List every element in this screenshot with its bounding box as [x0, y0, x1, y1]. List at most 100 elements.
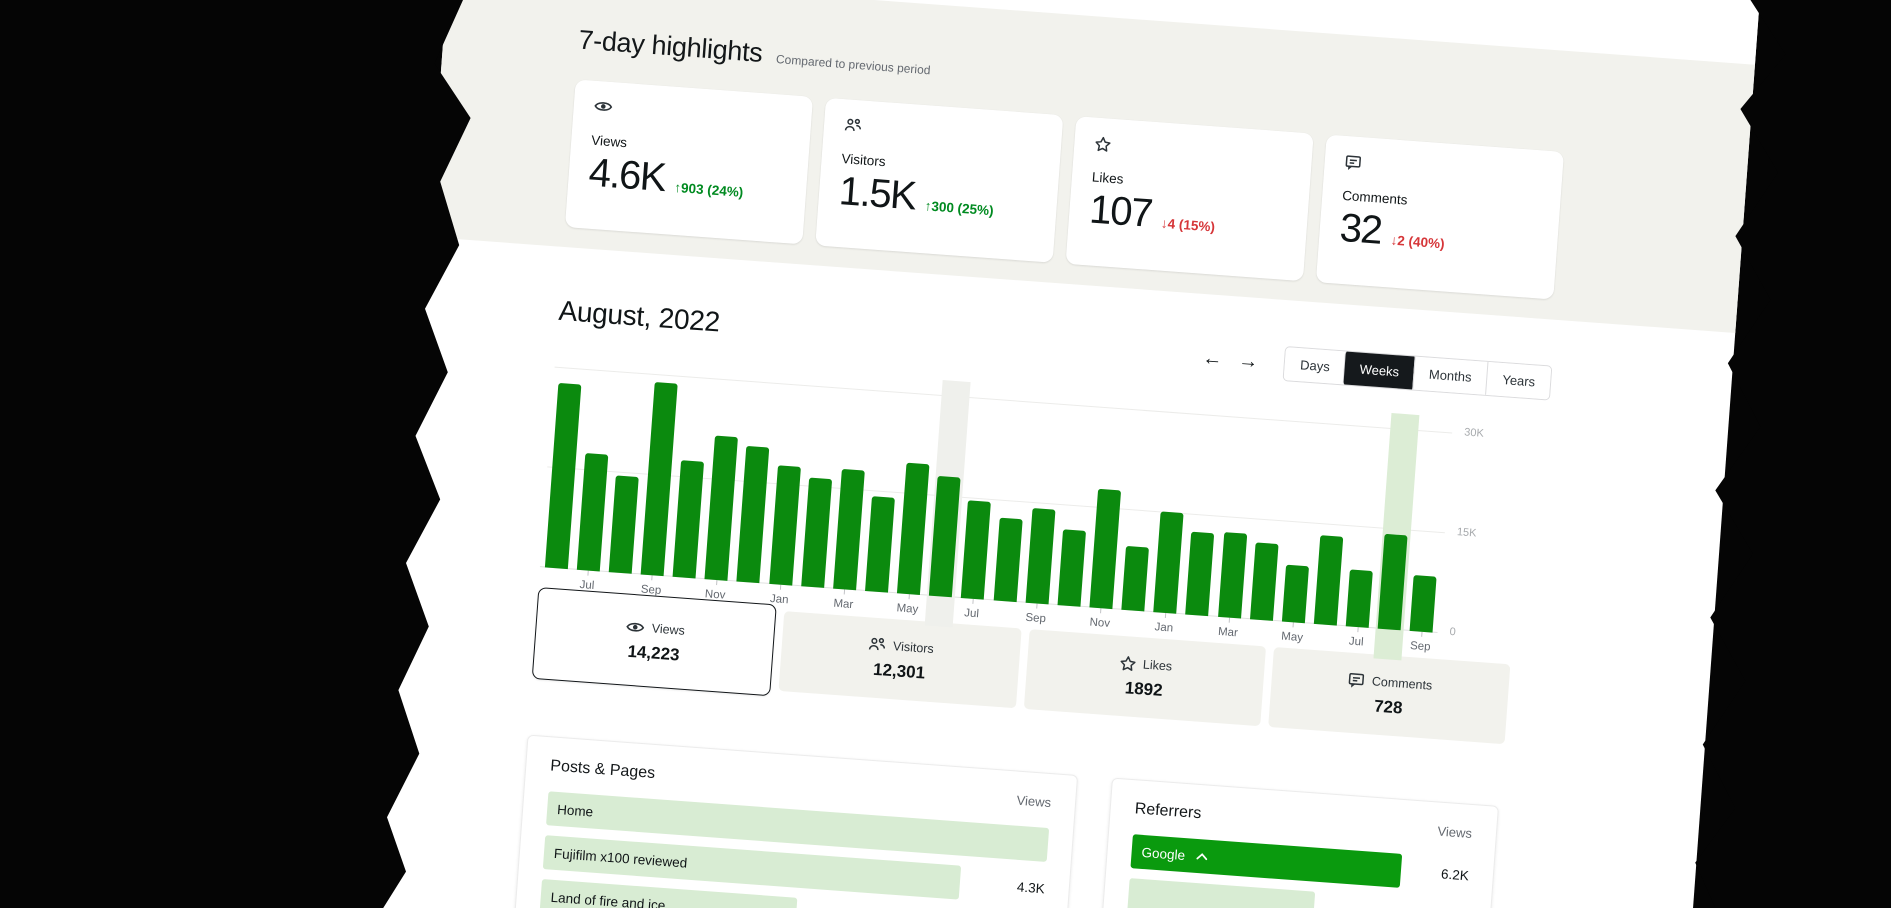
x-axis-label: Sep	[1409, 640, 1431, 654]
stats-main-section: August, 2022 ← → Days Weeks Months Years 30…	[377, 283, 1732, 908]
modules-row: Posts & Pages Views Home Fujifilm x100 re…	[511, 734, 1500, 908]
x-axis-label: Nov	[1089, 616, 1111, 630]
highlight-card-delta: ↑903 (24%)	[673, 179, 744, 200]
list-item-views: 4.3K	[1016, 879, 1046, 897]
bar-chart: 30K 15K 0 Jul Sep Nov Jan Mar May Jul Sep Nov Jan Mar…	[539, 358, 1513, 661]
x-axis-label: Jan	[769, 593, 789, 607]
posts-views-header: Views	[1016, 792, 1052, 811]
highlight-card-value: 107	[1087, 187, 1154, 236]
chart-bar[interactable]	[1409, 575, 1437, 633]
eye-icon	[593, 99, 792, 133]
x-axis-label: May	[896, 602, 919, 616]
posts-pages-title: Posts & Pages	[549, 757, 656, 783]
prev-period-arrow-icon[interactable]: ←	[1201, 346, 1224, 370]
highlight-card-views[interactable]: Views 4.6K ↑903 (24%)	[564, 79, 814, 245]
chart-plot-area: 30K 15K 0 Jul Sep Nov Jan Mar May Jul Sep Nov Jan Mar…	[539, 358, 1484, 661]
summary-tabs: Views 14,223 Visitors 12,301 Likes 1892 Commen…	[531, 587, 1511, 750]
summary-tab-visitors[interactable]: Visitors 12,301	[778, 611, 1022, 709]
x-axis-label: Jan	[1154, 621, 1174, 635]
highlight-card-value-row: 107 ↓4 (15%)	[1087, 187, 1289, 244]
summary-tab-value: 1892	[1124, 677, 1164, 700]
people-icon	[868, 636, 887, 653]
period-heading: August, 2022	[557, 294, 721, 338]
summary-tab-label-row: Views	[625, 618, 685, 638]
chart-bar[interactable]	[1281, 564, 1309, 624]
summary-tab-label-row: Visitors	[868, 636, 935, 657]
comment-icon	[1344, 154, 1543, 188]
x-axis-label: Sep	[640, 583, 662, 597]
highlights-section: 7-day highlights Compared to previous pe…	[428, 0, 1755, 333]
x-axis-label: Mar	[1217, 625, 1239, 640]
list-item-bar: Google	[1130, 834, 1403, 888]
granularity-switcher: Days Weeks Months Years	[1282, 346, 1553, 401]
list-item-label: Google	[1141, 844, 1186, 863]
summary-tab-label: Visitors	[892, 638, 935, 656]
stats-page: 7-day highlights Compared to previous pe…	[352, 0, 1762, 908]
list-item-bar	[1127, 878, 1316, 908]
people-icon	[843, 117, 1042, 151]
referrers-panel: Referrers Views Google 6.2K	[1096, 777, 1499, 908]
y-axis-label: 0	[1449, 625, 1457, 639]
chart-bar[interactable]	[1121, 545, 1150, 612]
next-period-arrow-icon[interactable]: →	[1237, 349, 1260, 373]
granularity-months[interactable]: Months	[1411, 356, 1488, 395]
granularity-weeks[interactable]: Weeks	[1342, 350, 1416, 391]
eye-icon	[625, 618, 645, 635]
x-axis-label: May	[1280, 630, 1304, 645]
posts-pages-rows: Home Fujifilm x100 reviewed 4.3K Land of fi…	[539, 791, 1050, 908]
summary-tab-views[interactable]: Views 14,223	[531, 587, 778, 697]
x-axis-label: Jul	[579, 579, 595, 593]
y-axis-label: 30K	[1463, 426, 1485, 440]
highlight-card-value: 32	[1338, 205, 1383, 253]
star-icon	[1094, 136, 1293, 170]
highlights-cards: Views 4.6K ↑903 (24%) Visitors 1.5K ↑300 (25%…	[564, 79, 1748, 313]
list-item-views: 6.2K	[1440, 866, 1470, 884]
x-axis-label: Sep	[1024, 611, 1047, 626]
list-item-label: Home	[556, 801, 594, 820]
posts-pages-panel: Posts & Pages Views Home Fujifilm x100 re…	[511, 734, 1079, 908]
summary-tab-label: Comments	[1371, 673, 1433, 693]
summary-tab-label-row: Likes	[1118, 654, 1173, 674]
summary-tab-label: Views	[651, 620, 686, 638]
highlight-card-likes[interactable]: Likes 107 ↓4 (15%)	[1065, 116, 1314, 282]
date-nav: ← →	[1201, 346, 1260, 373]
granularity-years[interactable]: Years	[1485, 361, 1552, 400]
granularity-days[interactable]: Days	[1284, 347, 1346, 385]
list-item-label: Land of fire and ice	[550, 889, 666, 908]
summary-tab-likes[interactable]: Likes 1892	[1023, 629, 1266, 727]
x-axis-label: Mar	[832, 597, 854, 612]
summary-tab-label: Likes	[1142, 657, 1173, 674]
x-axis-label: Jul	[963, 607, 980, 621]
x-axis-label: Nov	[704, 588, 726, 602]
highlight-card-value-row: 1.5K ↑300 (25%)	[837, 169, 1039, 226]
chart-controls: ← → Days Weeks Months Years	[1201, 340, 1553, 401]
referrers-views-header: Views	[1436, 823, 1473, 842]
list-item[interactable]: Google 6.2K	[1130, 834, 1470, 893]
summary-tab-label-row: Comments	[1347, 671, 1433, 693]
referrers-rows: Google 6.2K	[1127, 834, 1470, 908]
x-axis-label: Jul	[1348, 635, 1364, 649]
highlight-card-value: 4.6K	[587, 150, 667, 201]
comment-icon	[1347, 671, 1365, 688]
summary-tab-value: 728	[1373, 696, 1404, 718]
highlight-card-delta: ↑300 (25%)	[924, 198, 995, 219]
highlights-title: 7-day highlights	[577, 24, 764, 68]
chevron-up-icon	[1195, 851, 1209, 861]
highlight-card-visitors[interactable]: Visitors 1.5K ↑300 (25%)	[815, 97, 1064, 263]
highlight-card-value: 1.5K	[837, 169, 917, 219]
highlights-subtitle: Compared to previous period	[775, 52, 931, 78]
y-axis-label: 15K	[1456, 526, 1477, 540]
highlight-card-delta: ↓2 (40%)	[1390, 232, 1446, 252]
star-icon	[1118, 654, 1136, 671]
highlight-card-value-row: 4.6K ↑903 (24%)	[587, 150, 788, 208]
highlight-card-delta: ↓4 (15%)	[1160, 215, 1216, 235]
highlight-card-value-row: 32 ↓2 (40%)	[1338, 205, 1539, 263]
list-item-label: Fujifilm x100 reviewed	[553, 845, 688, 871]
summary-tab-comments[interactable]: Comments 728	[1267, 647, 1511, 745]
summary-tab-value: 14,223	[626, 641, 681, 664]
chart-bar[interactable]	[1345, 569, 1373, 628]
referrers-title: Referrers	[1134, 800, 1202, 823]
highlight-card-comments[interactable]: Comments 32 ↓2 (40%)	[1315, 134, 1565, 300]
summary-tab-value: 12,301	[872, 659, 926, 683]
